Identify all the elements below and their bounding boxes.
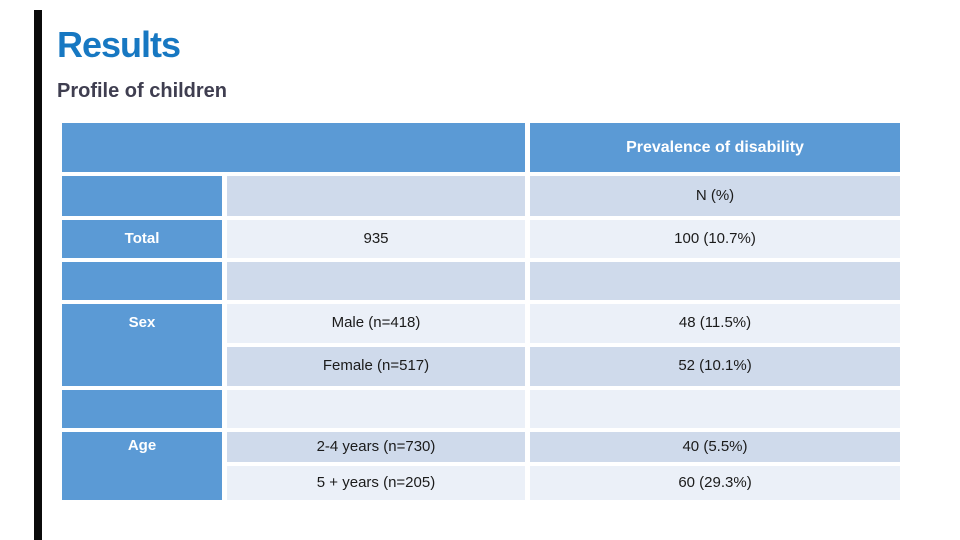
- total-value-cell: 100 (10.7%): [530, 220, 900, 258]
- table-header-spacer-cell: [62, 123, 525, 172]
- empty-cell: [227, 176, 525, 216]
- row-label-sex: Sex: [62, 304, 222, 386]
- subheader-n-percent: N (%): [530, 176, 900, 216]
- empty-cell: [227, 262, 525, 300]
- label-spacer-cell: [62, 262, 222, 300]
- slide-subtitle: Profile of children: [57, 80, 228, 102]
- left-accent-bar: [34, 10, 42, 540]
- label-spacer-cell: [62, 390, 222, 428]
- age2-value-cell: 60 (29.3%): [530, 466, 900, 500]
- total-n-cell: 935: [227, 220, 525, 258]
- age1-value-cell: 40 (5.5%): [530, 432, 900, 462]
- empty-cell: [530, 390, 900, 428]
- age1-category-cell: 2-4 years (n=730): [227, 432, 525, 462]
- female-value-cell: 52 (10.1%): [530, 347, 900, 386]
- table-header-prevalence: Prevalence of disability: [530, 123, 900, 172]
- male-value-cell: 48 (11.5%): [530, 304, 900, 343]
- row-label-age: Age: [62, 432, 222, 500]
- age2-category-cell: 5 + years (n=205): [227, 466, 525, 500]
- female-category-cell: Female (n=517): [227, 347, 525, 386]
- page-title: Results: [57, 24, 181, 65]
- empty-cell: [530, 262, 900, 300]
- male-category-cell: Male (n=418): [227, 304, 525, 343]
- profile-table: Prevalence of disability N (%) Total 935…: [62, 123, 900, 500]
- label-spacer-cell: [62, 176, 222, 216]
- row-label-total: Total: [62, 220, 222, 258]
- empty-cell: [227, 390, 525, 428]
